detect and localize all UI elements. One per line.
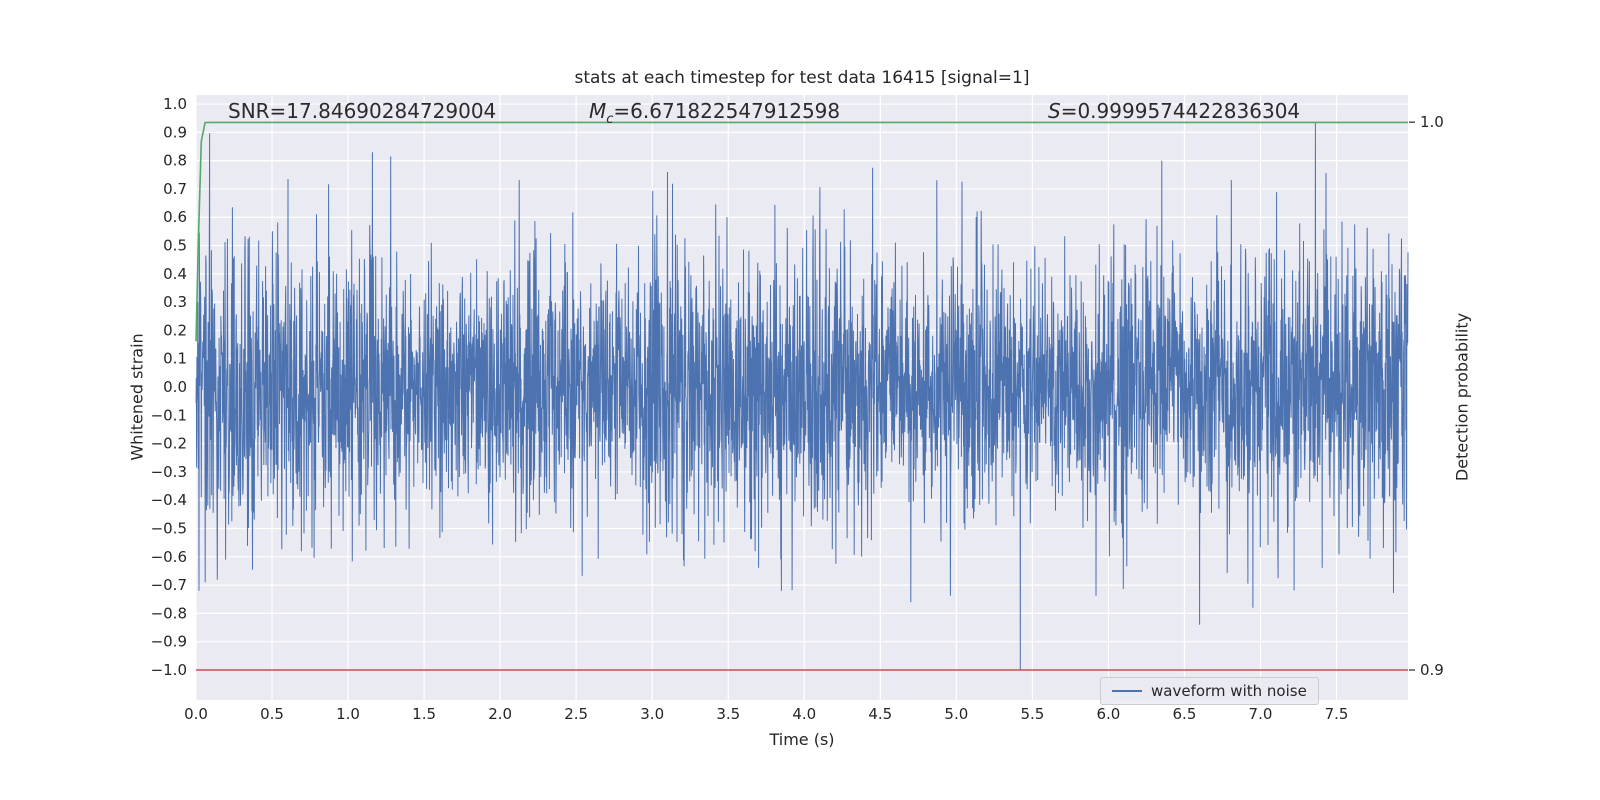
y-tick-label-left: 0.4 (163, 265, 187, 283)
s-value: =0.9999574422836304 (1060, 99, 1301, 123)
x-tick-label: 7.0 (1249, 705, 1273, 723)
waveform-series (195, 122, 1409, 671)
y-tick-label-left: 0.9 (163, 123, 187, 141)
annotation-s-statistic: S=0.9999574422836304 (1048, 99, 1300, 123)
y-tick-label-left: −0.3 (151, 463, 187, 481)
y-tick-label-left: −0.4 (151, 491, 187, 509)
x-tick-label: 0.0 (184, 705, 208, 723)
x-tick-label: 1.0 (336, 705, 360, 723)
s-symbol: S (1048, 99, 1061, 123)
y-tick-label-left: 0.3 (163, 293, 187, 311)
y-tick-label-left: 0.2 (163, 321, 187, 339)
y-tick-label-left: −0.6 (151, 548, 187, 566)
x-tick-label: 1.5 (412, 705, 436, 723)
y-tick-label-left: 0.5 (163, 237, 187, 255)
annotation-chirp-mass: Mc=6.671822547912598 (589, 99, 840, 127)
x-tick-label: 4.0 (792, 705, 816, 723)
x-tick-label: 0.5 (260, 705, 284, 723)
x-axis-label: Time (s) (769, 730, 835, 749)
y-tick-label-left: −0.7 (151, 576, 187, 594)
y-tick-label-left: −0.1 (151, 406, 187, 424)
y-tick-label-right: 0.9 (1420, 661, 1444, 679)
y-tick-label-left: −0.5 (151, 520, 187, 538)
y-tick-label-left: −1.0 (151, 661, 187, 679)
chirp-mass-symbol: M (589, 99, 607, 123)
x-tick-label: 6.5 (1173, 705, 1197, 723)
y-tick-label-left: −0.9 (151, 633, 187, 651)
y-tick-label-left: 0.8 (163, 152, 187, 170)
y-tick-label-left: −0.2 (151, 435, 187, 453)
y-tick-label-left: −0.8 (151, 604, 187, 622)
annotation-snr: SNR=17.84690284729004 (228, 99, 497, 123)
chirp-mass-subscript: c (606, 112, 614, 127)
chirp-mass-value: =6.671822547912598 (613, 99, 841, 123)
y-axis-label-right: Detection probability (1452, 312, 1472, 482)
x-tick-label: 4.5 (868, 705, 892, 723)
y-tick-label-right: 1.0 (1420, 113, 1444, 131)
x-tick-label: 6.0 (1096, 705, 1120, 723)
x-tick-label: 5.5 (1020, 705, 1044, 723)
y-tick-label-left: 0.0 (163, 378, 187, 396)
chart-title: stats at each timestep for test data 164… (574, 68, 1030, 88)
x-tick-label: 5.0 (944, 705, 968, 723)
legend: waveform with noise (1100, 677, 1319, 705)
x-tick-label: 7.5 (1325, 705, 1349, 723)
tick-labels: 0.0 0.5 1.0 1.5 2.0 2.5 3.0 3.5 4.0 4.5 5.0 5.5 6.0 6… (151, 95, 1444, 723)
y-tick-label-left: 0.7 (163, 180, 187, 198)
x-tick-label: 3.0 (640, 705, 664, 723)
x-tick-label: 2.5 (564, 705, 588, 723)
y-axis-label-left: Whitened strain (127, 333, 147, 461)
y-tick-label-left: 0.6 (163, 208, 187, 226)
x-tick-label: 2.0 (488, 705, 512, 723)
x-tick-label: 3.5 (716, 705, 740, 723)
detection-probability-line (195, 121, 1408, 342)
y-tick-label-left: 1.0 (163, 95, 187, 113)
legend-label: waveform with noise (1151, 682, 1307, 700)
y-tick-label-left: 0.1 (163, 350, 187, 368)
legend-line-sample (1112, 690, 1142, 692)
